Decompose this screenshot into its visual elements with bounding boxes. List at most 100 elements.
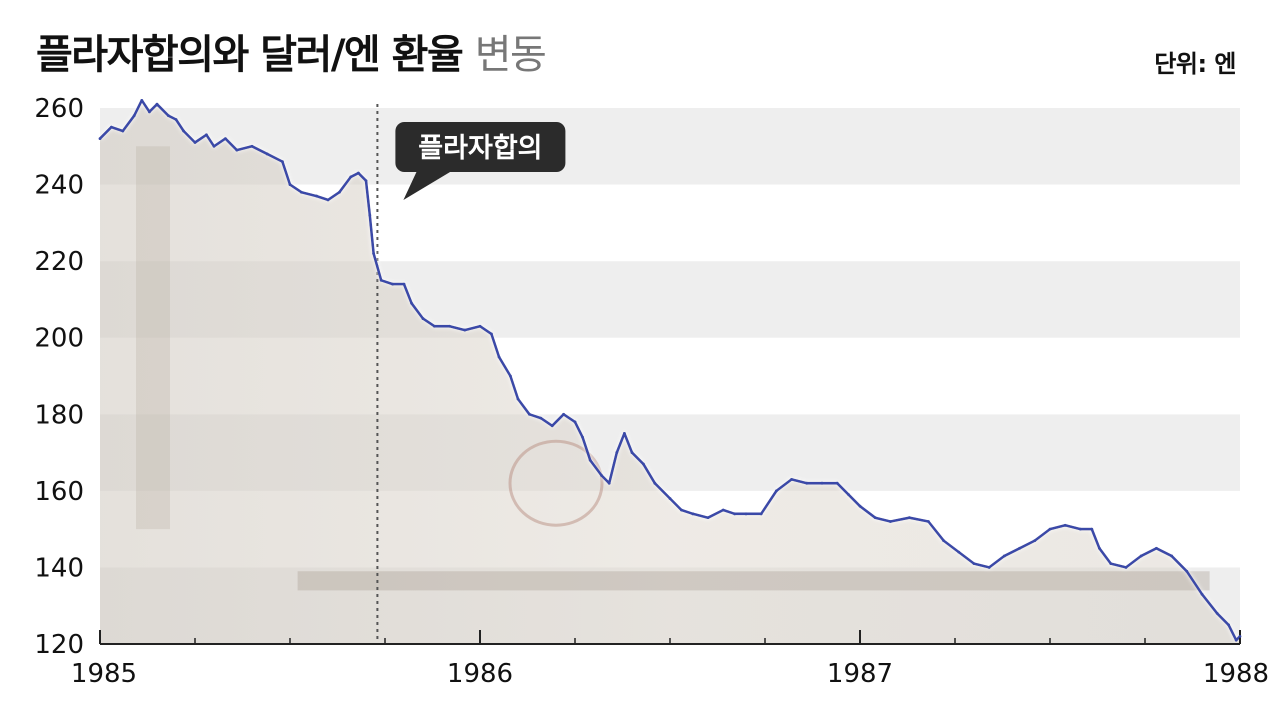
data-point (402, 282, 406, 286)
data-point (972, 562, 976, 565)
data-point (1018, 546, 1021, 550)
data-point (224, 137, 227, 141)
data-point (847, 493, 850, 497)
y-tick-label: 220 (34, 247, 84, 277)
data-point (1079, 527, 1082, 531)
data-point (497, 355, 501, 359)
x-tick-label: 1985 (71, 659, 137, 689)
data-point (421, 317, 425, 320)
data-point (927, 520, 930, 523)
data-point (581, 435, 584, 439)
data-point (1098, 546, 1101, 550)
data-point (193, 141, 197, 144)
data-point (205, 133, 208, 137)
data-point (1048, 527, 1052, 531)
data-point (410, 301, 413, 305)
chart-title: 플라자합의와 달러/엔 환율 변동 (36, 22, 547, 80)
data-point (326, 198, 330, 202)
y-tick-label: 260 (34, 94, 84, 124)
data-point (110, 125, 113, 129)
data-point (1155, 546, 1158, 550)
data-point (98, 137, 102, 141)
data-point (140, 98, 144, 102)
data-point (182, 129, 186, 133)
data-point (858, 504, 862, 508)
data-point (889, 520, 892, 523)
data-point (315, 194, 318, 198)
data-point (368, 213, 372, 217)
banknote-strip (297, 571, 1210, 591)
data-point (1170, 554, 1173, 558)
data-point (539, 416, 543, 420)
data-point (132, 114, 136, 118)
data-point (1003, 554, 1006, 558)
data-point (1124, 566, 1128, 569)
data-point (478, 324, 482, 328)
data-point (509, 374, 512, 378)
data-point (744, 512, 748, 516)
data-point (288, 183, 292, 186)
data-point (1090, 527, 1094, 531)
data-point (379, 278, 383, 282)
data-point (908, 516, 911, 520)
y-tick-label: 180 (34, 400, 84, 430)
data-point (155, 102, 159, 106)
data-point (820, 481, 824, 485)
data-point (357, 171, 360, 175)
grid-band (100, 108, 1240, 185)
data-point (588, 458, 592, 462)
y-tick-label: 240 (34, 171, 84, 201)
x-tick-label: 1986 (447, 659, 513, 689)
data-point (623, 432, 626, 435)
y-tick-label: 140 (34, 553, 84, 583)
data-point (300, 190, 303, 194)
callout-label: 플라자합의 (418, 133, 542, 164)
data-point (668, 497, 672, 500)
y-tick-label: 160 (34, 477, 84, 507)
data-point (600, 474, 603, 477)
data-point (642, 462, 645, 466)
data-point (349, 175, 353, 179)
y-tick-label: 200 (34, 324, 84, 354)
data-point (265, 152, 269, 156)
data-point (790, 477, 793, 481)
data-point (448, 324, 451, 328)
x-tick-label: 1987 (827, 659, 893, 689)
data-point (1033, 539, 1037, 543)
data-point (873, 516, 877, 520)
data-point (1063, 523, 1067, 527)
title-light: 변동 (474, 32, 547, 78)
data-point (121, 129, 125, 133)
data-point (653, 481, 657, 485)
banknote-area (100, 100, 1240, 645)
data-point (615, 451, 619, 454)
data-point (1185, 569, 1189, 573)
data-point (733, 512, 736, 516)
data-points (98, 98, 1242, 642)
plaza-accord-callout: 플라자합의 (395, 122, 566, 200)
data-point (463, 328, 467, 332)
data-point (721, 508, 725, 512)
data-point (167, 114, 170, 118)
data-point (1227, 623, 1230, 627)
data-point (691, 512, 695, 516)
data-point (550, 424, 554, 428)
data-point (759, 512, 763, 516)
data-point (516, 397, 520, 401)
data-point (942, 539, 945, 543)
data-point (364, 179, 368, 183)
data-point (706, 516, 710, 520)
data-point (490, 332, 493, 336)
data-point (250, 144, 254, 148)
data-point (174, 118, 178, 121)
data-point (148, 110, 151, 114)
data-point (957, 550, 961, 554)
data-point (235, 148, 239, 152)
title-bold: 플라자합의와 달러/엔 환율 (36, 32, 464, 78)
banknote-decoration (136, 146, 1210, 591)
unit-label: 단위: 엔 (1154, 50, 1236, 78)
banknote-border (136, 146, 170, 530)
data-point (680, 508, 683, 512)
data-point (630, 451, 634, 454)
